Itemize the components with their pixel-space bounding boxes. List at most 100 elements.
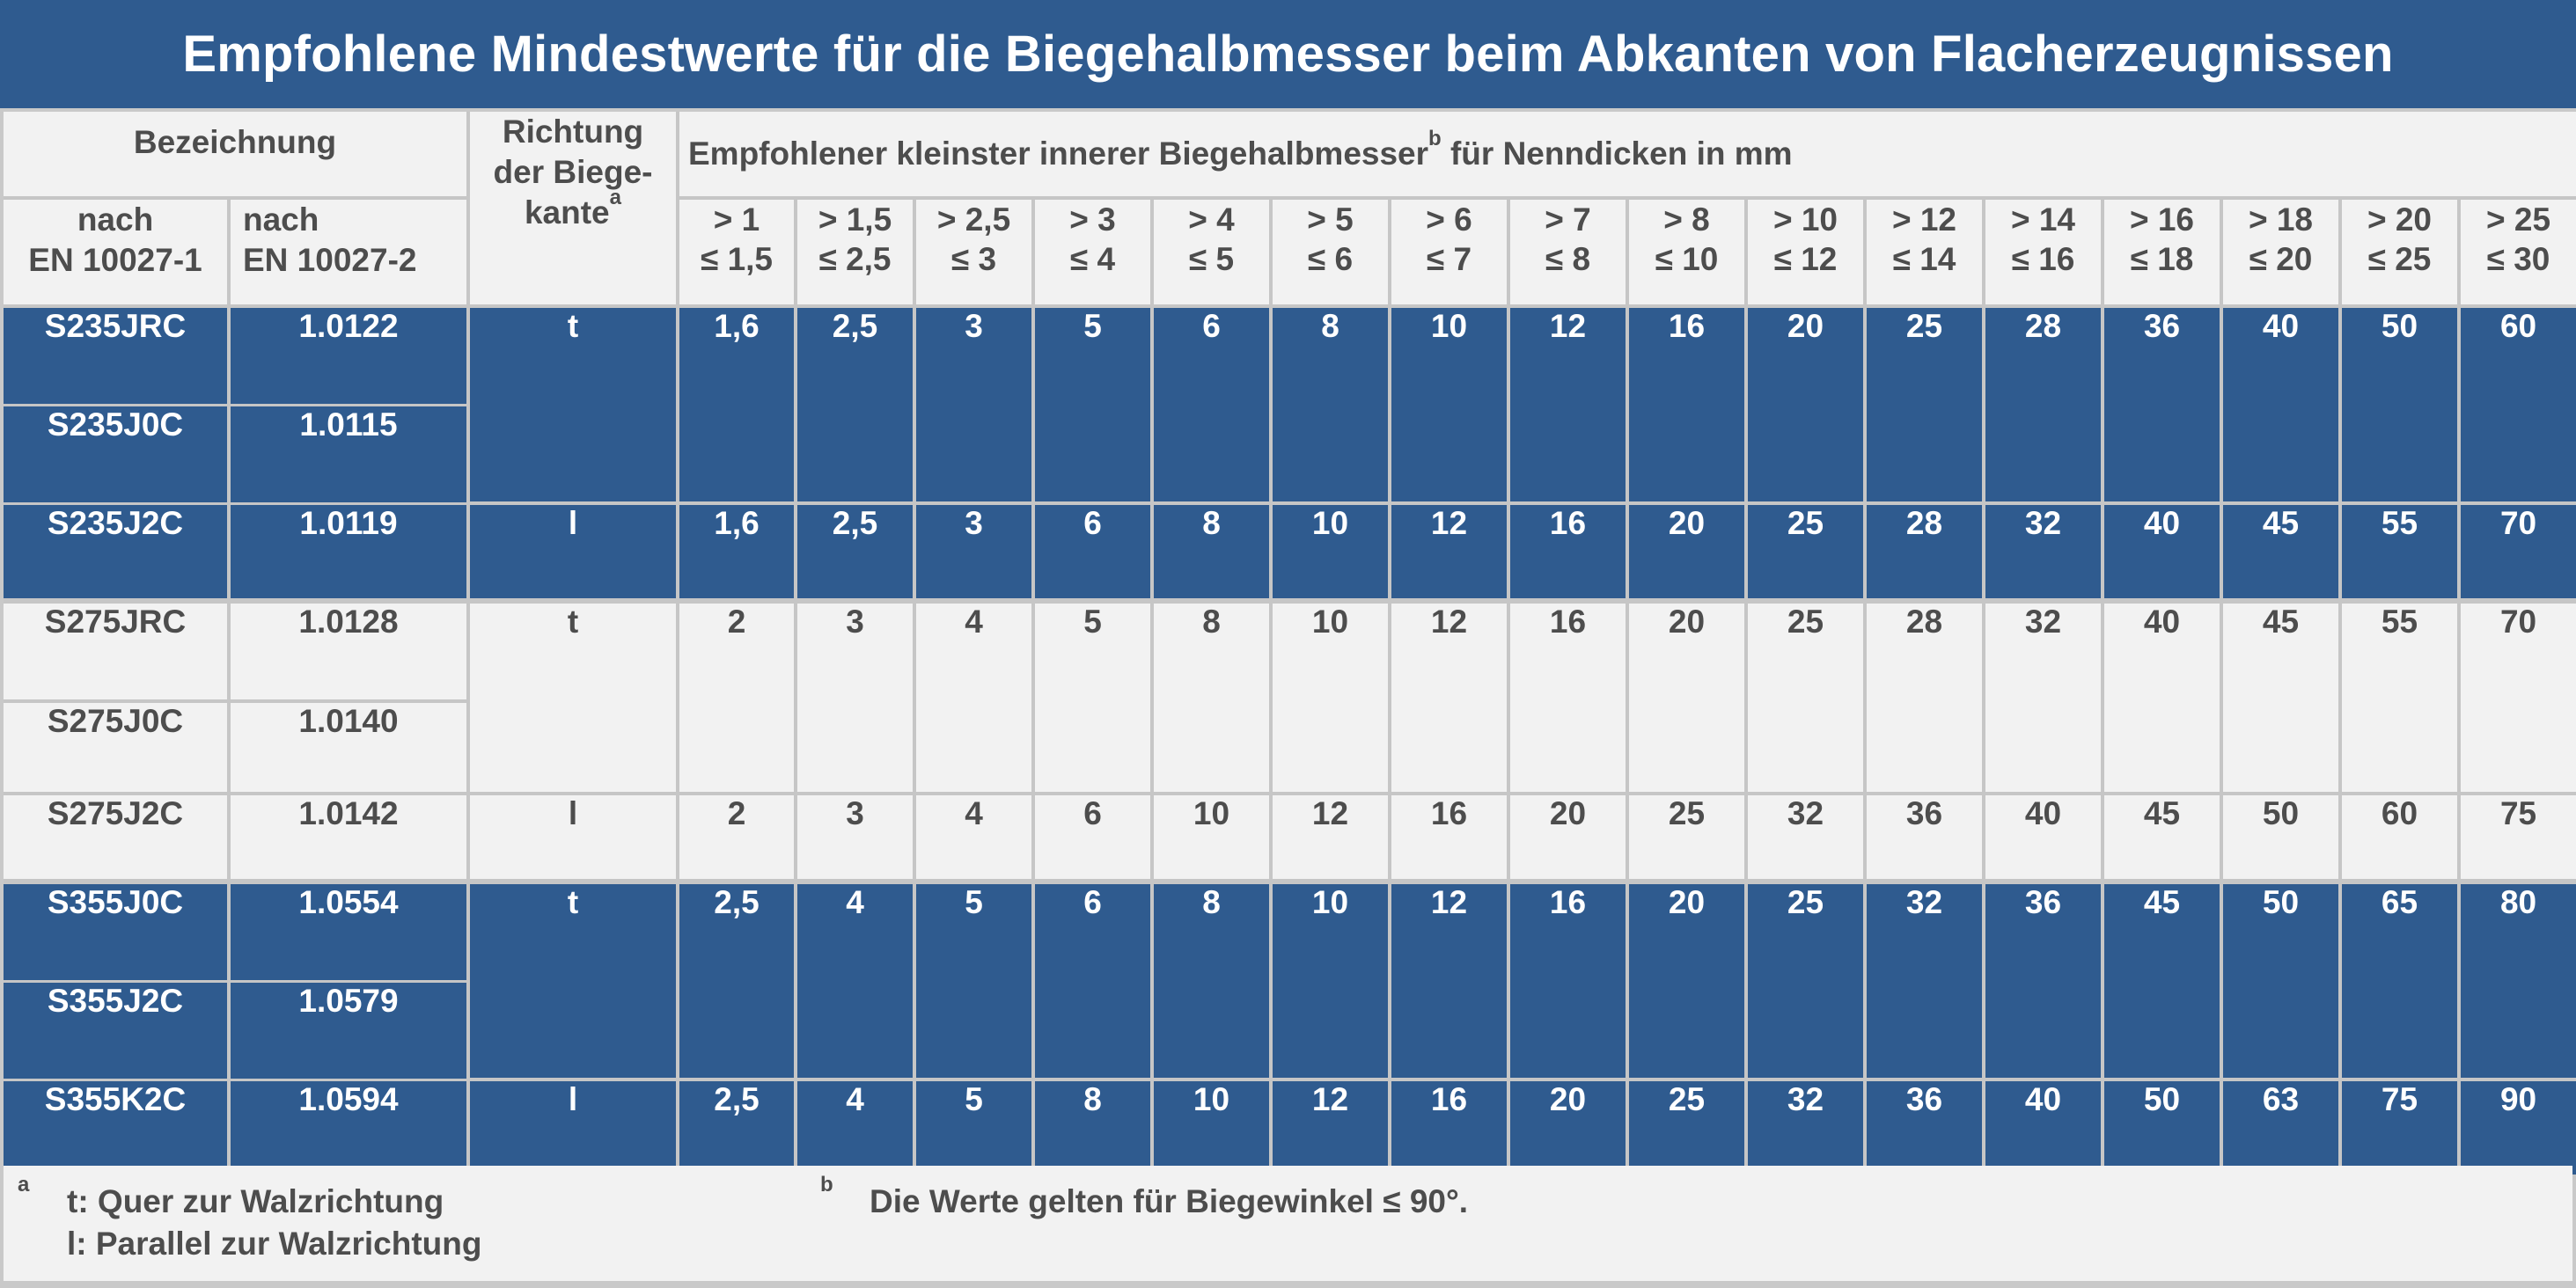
radius-value-text: 28 xyxy=(2024,308,2062,344)
footnote-marker-a: a xyxy=(609,186,621,209)
radius-value-text: 5 xyxy=(1083,308,1102,344)
radius-value: 55 xyxy=(2342,604,2461,795)
radius-value: 12 xyxy=(1391,604,1510,795)
radius-value: 5 xyxy=(1035,604,1154,795)
designation-text: S275J0C xyxy=(47,703,184,739)
radius-value-text: 2,5 xyxy=(714,884,760,920)
thickness-lower: > 20 xyxy=(2367,201,2433,238)
bend-direction-text: t xyxy=(567,884,579,920)
thickness-lower: > 12 xyxy=(1891,201,1957,238)
radius-value-text: 75 xyxy=(2499,795,2537,831)
radius-value-text: 12 xyxy=(1430,604,1468,640)
radius-value: 3 xyxy=(797,795,916,884)
radius-value-text: 63 xyxy=(2262,1081,2300,1117)
designation-en10027-1: S235J2C xyxy=(4,505,231,604)
thickness-upper: ≤ 1,5 xyxy=(700,241,774,277)
thickness-upper: ≤ 6 xyxy=(1307,241,1354,277)
radius-value-text: 40 xyxy=(2024,1081,2062,1117)
radius-value-text: 20 xyxy=(1668,604,1706,640)
table-row: S235J2C 1.0119 l 1,6 2,5 3 6 8 10 12 16 20 25 28 32 40 4… xyxy=(4,505,2576,604)
designation-text: 1.0122 xyxy=(298,308,399,344)
designation-en10027-1: S235JRC xyxy=(4,308,231,406)
designation-text: 1.0115 xyxy=(299,406,398,443)
radius-value: 36 xyxy=(2104,308,2223,505)
thickness-header-4: > 4 ≤ 5 xyxy=(1154,200,1273,308)
radius-value-text: 80 xyxy=(2499,884,2537,920)
thickness-upper: ≤ 30 xyxy=(2486,241,2550,277)
header-bezeichnung-text: Bezeichnung xyxy=(133,124,337,160)
radius-value: 5 xyxy=(916,1081,1035,1180)
radius-value: 45 xyxy=(2223,604,2342,795)
radius-value-text: 2 xyxy=(727,604,746,640)
radius-value: 45 xyxy=(2104,884,2223,1081)
radius-value: 20 xyxy=(1748,308,1867,505)
thickness-upper: ≤ 10 xyxy=(1655,241,1719,277)
designation-en10027-2: 1.0115 xyxy=(231,406,470,505)
radius-value: 75 xyxy=(2342,1081,2461,1180)
thickness-lower: > 5 xyxy=(1307,201,1354,238)
thickness-header-6: > 6 ≤ 7 xyxy=(1391,200,1510,308)
radius-value: 1,6 xyxy=(679,308,797,505)
radius-value: 20 xyxy=(1629,604,1748,795)
en1-line2: EN 10027-1 xyxy=(28,242,202,278)
radius-value: 32 xyxy=(1867,884,1985,1081)
radius-value-text: 5 xyxy=(965,884,983,920)
thickness-upper: ≤ 12 xyxy=(1773,241,1838,277)
radius-value-text: 16 xyxy=(1549,884,1587,920)
radius-value: 4 xyxy=(797,884,916,1081)
bend-direction-text: l xyxy=(568,795,578,831)
radius-value-text: 16 xyxy=(1549,604,1587,640)
table-row: S275J0C 1.0140 xyxy=(4,703,2576,795)
table-row: S235JRC 1.0122 t 1,6 2,5 3 5 6 8 10 12 16 20 25 28 36 40… xyxy=(4,308,2576,505)
designation-en10027-2: 1.0594 xyxy=(231,1081,470,1180)
footnote-a-line1: t: Quer zur Walzrichtung xyxy=(67,1183,444,1219)
designation-text: S355J0C xyxy=(47,884,184,920)
thickness-header-7: > 7 ≤ 8 xyxy=(1510,200,1629,308)
thickness-header-3: > 3 ≤ 4 xyxy=(1035,200,1154,308)
radius-value: 3 xyxy=(916,505,1035,604)
radius-value-text: 50 xyxy=(2381,308,2418,344)
radius-value-text: 16 xyxy=(1668,308,1706,344)
header-row-2: nach EN 10027-1 nach EN 10027-2 > 1 ≤ 1,5… xyxy=(4,200,2576,308)
radius-value: 8 xyxy=(1154,505,1273,604)
radius-value-text: 6 xyxy=(1083,505,1102,541)
designation-en10027-1: S355J2C xyxy=(4,983,231,1081)
designation-en10027-1: S275JRC xyxy=(4,604,231,703)
designation-en10027-1: S235J0C xyxy=(4,406,231,505)
radius-value-text: 2 xyxy=(727,795,746,831)
designation-text: S275J2C xyxy=(47,795,184,831)
radius-value-text: 70 xyxy=(2499,505,2537,541)
radius-value: 6 xyxy=(1035,505,1154,604)
radius-value: 8 xyxy=(1154,604,1273,795)
radius-value-text: 8 xyxy=(1202,604,1221,640)
radius-value: 16 xyxy=(1629,308,1748,505)
radius-value: 3 xyxy=(916,308,1035,505)
radius-value-text: 3 xyxy=(846,604,864,640)
designation-en10027-2: 1.0122 xyxy=(231,308,470,406)
radius-value-text: 20 xyxy=(1787,308,1824,344)
radius-value-text: 5 xyxy=(965,1081,983,1117)
thickness-lower: > 1,5 xyxy=(818,201,892,238)
bend-direction: l xyxy=(470,795,679,884)
radius-value: 32 xyxy=(1748,1081,1867,1180)
radius-value: 2,5 xyxy=(797,308,916,505)
radius-value: 12 xyxy=(1391,505,1510,604)
designation-en10027-1: S275J0C xyxy=(4,703,231,795)
thickness-upper: ≤ 3 xyxy=(950,241,997,277)
table-row: S275JRC 1.0128 t 2 3 4 5 8 10 12 16 20 25 28 32 40 45 55 7… xyxy=(4,604,2576,795)
radius-value: 40 xyxy=(1985,795,2104,884)
radius-value: 16 xyxy=(1391,1081,1510,1180)
radius-value: 5 xyxy=(1035,308,1154,505)
radius-value-text: 10 xyxy=(1193,795,1230,831)
thickness-upper: ≤ 2,5 xyxy=(818,241,892,277)
radius-value-text: 20 xyxy=(1668,884,1706,920)
radius-value-text: 8 xyxy=(1083,1081,1102,1117)
radius-value: 2,5 xyxy=(679,884,797,1081)
radius-value-text: 45 xyxy=(2143,884,2181,920)
thickness-lower: > 8 xyxy=(1663,201,1710,238)
table-row: S235J0C 1.0115 xyxy=(4,406,2576,505)
radius-value: 20 xyxy=(1510,795,1629,884)
radius-value: 25 xyxy=(1629,1081,1748,1180)
radius-value: 10 xyxy=(1273,604,1391,795)
bend-direction-text: t xyxy=(567,604,579,640)
